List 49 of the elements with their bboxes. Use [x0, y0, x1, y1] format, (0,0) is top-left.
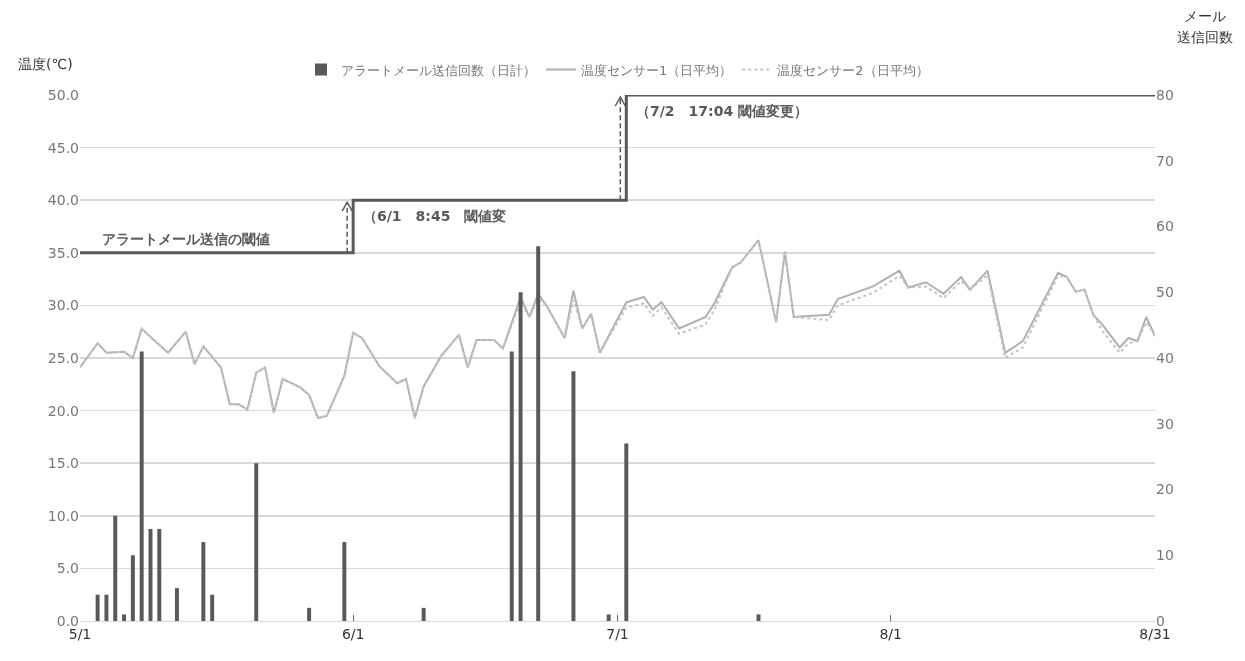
y-tick-label: 15.0 [47, 455, 79, 472]
bar [122, 614, 127, 621]
series-label: アラートメール送信の閾値 [102, 231, 270, 247]
annotation: （7/2 17:04 閾値変更） [636, 103, 809, 119]
legend-label: 温度センサー2（日平均） [777, 62, 929, 78]
y-tick-label: 45.0 [47, 139, 79, 156]
y-tick-label: 5.0 [56, 560, 79, 577]
bar [130, 555, 135, 621]
bar [157, 528, 162, 621]
y2-tick-label: 20 [1156, 481, 1174, 498]
y-tick-label: 20.0 [47, 402, 79, 419]
legend-label: アラートメール送信回数（日計） [341, 62, 536, 78]
y2-tick-label: 40 [1156, 349, 1174, 366]
y2-tick-label: 10 [1156, 547, 1174, 564]
bar [113, 515, 118, 621]
bar [201, 542, 206, 621]
bar [509, 351, 514, 621]
y2-axis-title: メール送信回数 [1176, 7, 1234, 47]
y2-tick-label: 50 [1156, 284, 1174, 301]
y-tick-label: 25.0 [47, 349, 79, 366]
y-tick-label: 50.0 [47, 86, 79, 103]
x-tick-label: 7/1 [606, 625, 629, 642]
y-tick-label: 40.0 [47, 192, 79, 209]
y2-tick-label: 70 [1156, 152, 1174, 169]
bar [624, 443, 629, 621]
bar [571, 371, 576, 621]
y-tick-label: 35.0 [47, 244, 79, 261]
y-tick-label: 30.0 [47, 297, 79, 314]
bar [104, 594, 109, 621]
x-tick-label: 8/1 [879, 625, 902, 642]
bar [95, 594, 100, 621]
bar [210, 594, 215, 621]
bar [174, 588, 179, 621]
y2-tick-label: 30 [1156, 415, 1174, 432]
bar [254, 463, 259, 621]
legend-label: 温度センサー1（日平均） [581, 62, 733, 78]
bar [342, 542, 347, 621]
y-tick-label: 10.0 [47, 507, 79, 524]
x-tick-label: 6/1 [341, 625, 365, 642]
y2-tick-label: 80 [1156, 86, 1174, 103]
bar [606, 614, 611, 621]
bar [307, 607, 312, 621]
bar [518, 292, 523, 621]
y2-tick-label: 60 [1156, 218, 1174, 235]
annotation: （6/1 8:45 閾値変 [363, 208, 507, 224]
bar [536, 246, 541, 621]
y-axis-title: 温度(℃) [18, 56, 73, 72]
bar [421, 607, 426, 621]
bar [139, 351, 144, 621]
